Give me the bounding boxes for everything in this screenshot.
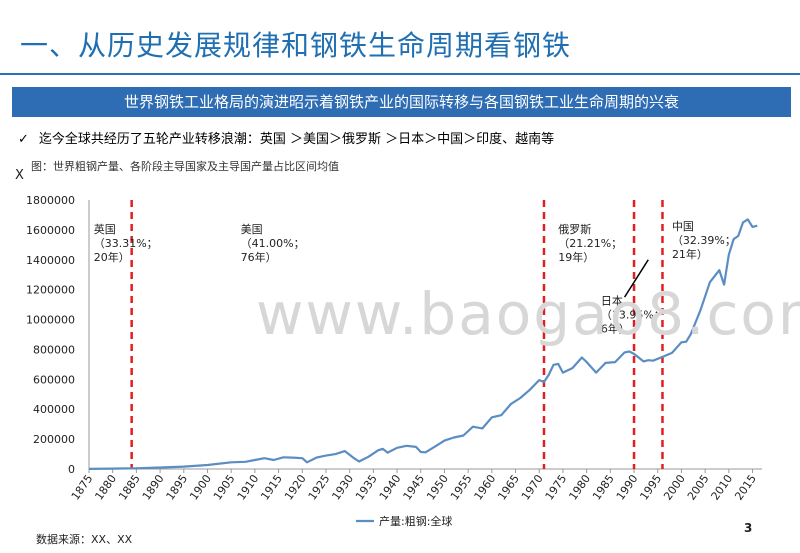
x-tick-label: 1945	[401, 472, 428, 502]
y-tick-label: 1600000	[26, 224, 75, 237]
x-tick-label: 1875	[69, 472, 96, 502]
bullet-text: 迄今全球共经历了五轮产业转移浪潮：英国 ＞美国＞俄罗斯 ＞日本＞中国＞印度、越南…	[38, 132, 555, 147]
period-annotation: 21年）	[672, 247, 708, 261]
x-tick-label: 1895	[164, 472, 191, 502]
period-annotation: （21.21%；	[558, 237, 622, 250]
x-tick-label: 1985	[590, 472, 617, 502]
period-annotation: 19年）	[558, 250, 594, 264]
y-tick-label: 400000	[33, 403, 75, 416]
y-tick-label: 600000	[33, 373, 75, 386]
page-number: 3	[744, 521, 753, 535]
period-annotation: 20年）	[94, 250, 130, 264]
x-tick-label: 1885	[116, 472, 143, 502]
period-annotation: （33.31%；	[94, 237, 158, 250]
y-tick-label: 1200000	[26, 284, 75, 297]
period-annotation: （32.39%；	[672, 234, 736, 247]
figure-note: 图：世界粗钢产量、各阶段主导国家及主导国产量占比区间均值	[31, 160, 339, 173]
page-title: 一、从历史发展规律和钢铁生命周期看钢铁	[20, 29, 572, 62]
x-tick-label: 1960	[472, 472, 499, 502]
x-tick-label: 1890	[140, 472, 167, 502]
y-tick-label: 200000	[33, 433, 75, 446]
period-annotation: 俄罗斯	[558, 223, 591, 236]
x-tick-label: 1950	[424, 472, 451, 502]
x-tick-label: 1970	[519, 472, 546, 502]
title-divider	[0, 73, 800, 75]
x-tick-label: 2005	[685, 472, 712, 502]
x-tick-label: 1920	[282, 472, 309, 502]
banner: 世界钢铁工业格局的演进昭示着钢铁产业的国际转移与各国钢铁工业生命周期的兴衰	[12, 87, 791, 117]
y-tick-label: 800000	[33, 343, 75, 356]
x-tick-label: 2000	[661, 472, 688, 502]
x-tick-label: 1935	[353, 472, 380, 502]
x-tick-label: 1915	[258, 472, 285, 502]
period-annotation: 日本	[601, 294, 623, 308]
check-icon: ✓	[18, 132, 29, 147]
period-annotation: 76年）	[241, 250, 277, 264]
x-tick-label: 1900	[187, 472, 214, 502]
x-tick-label: 1955	[448, 472, 475, 502]
x-tick-label: 1975	[543, 472, 570, 502]
bullet-line: ✓ 迄今全球共经历了五轮产业转移浪潮：英国 ＞美国＞俄罗斯 ＞日本＞中国＞印度、越…	[18, 128, 554, 147]
y-tick-label: 1400000	[26, 254, 75, 267]
legend-label: 产量:粗钢:全球	[379, 514, 452, 528]
x-tick-label: 1880	[92, 472, 119, 502]
period-annotation: 美国	[241, 223, 263, 236]
x-tick-label: 1905	[211, 472, 238, 502]
x-tick-label: 1980	[566, 472, 593, 502]
x-tick-label: 1925	[306, 472, 333, 502]
x-tick-label: 1995	[637, 472, 664, 502]
period-annotation: 6年）	[601, 322, 630, 336]
y-tick-label: 1000000	[26, 314, 75, 327]
x-tick-label: 1930	[329, 472, 356, 502]
y-tick-label: 1800000	[26, 194, 75, 207]
period-annotation: 中国	[672, 220, 694, 233]
x-tick-label: 1910	[235, 472, 262, 502]
period-annotation: 英国	[94, 222, 116, 236]
period-annotation: （41.00%；	[241, 237, 305, 250]
x-tick-label: 1965	[495, 472, 522, 502]
x-tick-label: 1940	[377, 472, 404, 502]
x-mark: X	[15, 168, 24, 183]
data-source: 数据来源：XX、XX	[36, 533, 133, 546]
annotation-pointer	[623, 259, 649, 298]
x-tick-label: 2010	[709, 472, 736, 502]
series-line	[88, 218, 758, 470]
x-tick-label: 1990	[614, 472, 641, 502]
watermark: www.baogao8.com	[256, 280, 800, 348]
x-tick-label: 2015	[732, 472, 759, 502]
period-annotation: （13.95%；	[601, 309, 665, 322]
y-tick-label: 0	[68, 463, 75, 476]
